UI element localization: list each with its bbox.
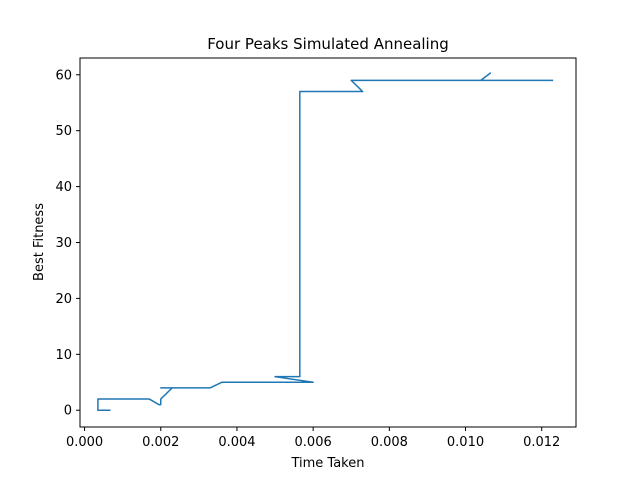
axes-frame [79,57,577,428]
x-tick-label: 0.012 [523,435,560,450]
x-axis: 0.000 0.002 0.004 0.006 0.008 0.010 0.012 [66,427,560,450]
x-tick-label: 0.006 [295,435,332,450]
y-tick-label: 50 [55,124,72,139]
y-tick-label: 10 [55,348,72,363]
y-tick-label: 30 [55,236,72,251]
x-tick-label: 0.010 [447,435,484,450]
y-tick-label: 0 [64,404,72,419]
x-tick-label: 0.004 [218,435,255,450]
y-axis-title: Best Fitness [32,203,47,281]
y-tick-label: 40 [55,180,72,195]
y-tick-label: 60 [55,68,72,83]
plot-area [97,72,554,411]
chart-title: Four Peaks Simulated Annealing [207,35,449,53]
y-axis: 0 10 20 30 40 50 60 [55,68,80,419]
y-tick-label: 20 [55,292,72,307]
x-tick-label: 0.002 [142,435,179,450]
series-line [97,72,554,411]
x-tick-label: 0.008 [371,435,408,450]
x-tick-label: 0.000 [66,435,103,450]
x-axis-title: Time Taken [290,456,364,471]
